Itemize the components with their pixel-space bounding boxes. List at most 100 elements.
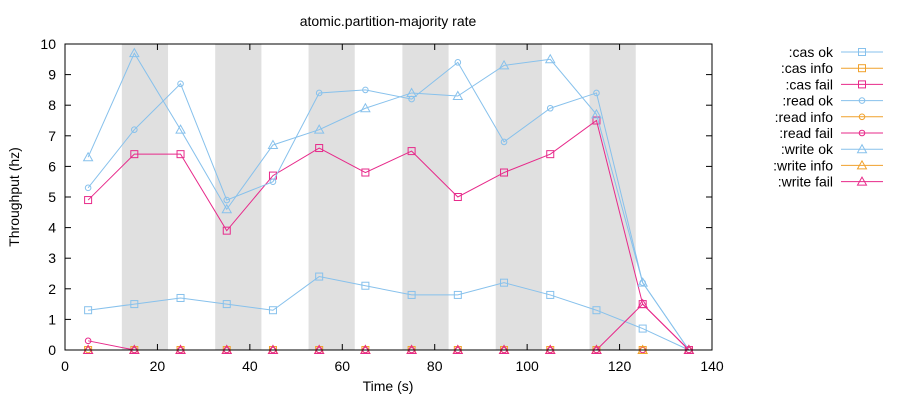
legend-marker xyxy=(856,159,868,170)
x-tick-label: 0 xyxy=(61,358,69,374)
data-point xyxy=(176,150,185,159)
data-point xyxy=(222,300,231,309)
data-point xyxy=(362,86,369,94)
data-point xyxy=(544,53,556,64)
legend-label: :write ok xyxy=(781,141,834,157)
legend-item: :read fail xyxy=(779,125,883,141)
data-point xyxy=(592,116,601,125)
shaded-interval-3 xyxy=(402,44,449,350)
legend: :cas ok:cas info:cas fail:read ok:read i… xyxy=(773,44,883,190)
data-point xyxy=(500,168,509,177)
data-point xyxy=(131,126,138,133)
data-point xyxy=(591,108,602,119)
data-point xyxy=(221,203,233,214)
y-tick-label: 7 xyxy=(48,128,56,144)
data-point xyxy=(454,59,462,66)
data-point xyxy=(84,196,93,205)
data-point xyxy=(592,306,601,315)
data-point xyxy=(500,138,508,146)
legend-label: :cas ok xyxy=(789,44,834,60)
y-tick-label: 1 xyxy=(48,311,56,327)
legend-item: :cas ok xyxy=(789,44,883,60)
data-point xyxy=(315,144,324,153)
x-tick-label: 120 xyxy=(608,358,632,374)
data-point xyxy=(315,89,323,97)
data-point xyxy=(130,150,139,159)
data-point xyxy=(407,147,416,156)
legend-marker xyxy=(858,48,866,56)
data-point xyxy=(407,290,416,299)
data-point xyxy=(222,226,231,235)
x-tick-label: 40 xyxy=(242,358,258,374)
legend-label: :cas fail xyxy=(786,76,833,92)
shaded-interval-2 xyxy=(308,44,355,350)
legend-item: :cas fail xyxy=(786,76,883,92)
legend-label: :write info xyxy=(773,157,833,173)
data-point xyxy=(84,306,93,315)
data-point xyxy=(313,124,325,134)
y-axis-label: Throughput (hz) xyxy=(6,147,22,247)
legend-item: :cas info xyxy=(781,60,883,76)
y-tick-label: 9 xyxy=(48,67,56,83)
legend-marker xyxy=(858,80,866,89)
series-line xyxy=(87,119,690,351)
legend-label: :read info xyxy=(775,109,834,125)
data-point xyxy=(500,278,509,287)
data-point xyxy=(268,306,277,315)
legend-marker xyxy=(856,143,868,154)
data-point xyxy=(361,168,370,177)
partition-shading xyxy=(121,44,636,350)
data-point xyxy=(269,178,277,185)
legend-marker xyxy=(858,129,866,137)
chart-title: atomic.partition-majority rate xyxy=(300,13,477,29)
x-axis-label: Time (s) xyxy=(363,378,414,394)
data-point xyxy=(176,293,185,302)
data-point xyxy=(452,90,464,101)
legend-marker xyxy=(858,97,866,104)
legend-marker xyxy=(856,176,868,186)
y-tick-label: 3 xyxy=(48,250,56,266)
y-tick-label: 5 xyxy=(48,189,56,205)
y-axis: 0 1 2 3 4 5 6 7 8 9 10 xyxy=(40,36,712,358)
legend-item: :read ok xyxy=(782,93,883,109)
y-tick-label: 10 xyxy=(40,36,56,52)
data-point xyxy=(453,290,462,299)
y-tick-label: 8 xyxy=(48,97,56,113)
data-point xyxy=(546,150,555,159)
data-point xyxy=(361,281,370,290)
data-point xyxy=(360,102,371,113)
data-point xyxy=(130,300,139,309)
x-tick-label: 60 xyxy=(334,358,350,374)
data-point xyxy=(84,337,92,345)
data-point xyxy=(175,124,186,134)
series-line xyxy=(88,276,690,351)
legend-item: :write info xyxy=(773,157,883,173)
data-point xyxy=(546,104,554,112)
data-point xyxy=(406,87,417,97)
data-point xyxy=(82,151,94,162)
data-point xyxy=(177,80,184,88)
legend-label: :read ok xyxy=(782,93,834,109)
data-point xyxy=(498,59,510,70)
data-point xyxy=(453,193,462,201)
shaded-interval-1 xyxy=(215,44,262,350)
data-point xyxy=(223,196,231,204)
legend-item: :write fail xyxy=(778,174,883,190)
data-point xyxy=(637,298,649,309)
legend-item: :write ok xyxy=(781,141,883,157)
legend-label: :cas info xyxy=(781,60,833,76)
y-tick-label: 0 xyxy=(48,342,56,358)
data-point xyxy=(637,277,649,287)
y-tick-label: 6 xyxy=(48,158,56,174)
data-point xyxy=(315,272,324,281)
data-point xyxy=(593,89,600,97)
y-tick-label: 2 xyxy=(48,281,56,297)
x-tick-label: 80 xyxy=(427,358,443,374)
data-point xyxy=(128,47,140,58)
x-tick-label: 140 xyxy=(700,358,724,374)
data-point xyxy=(638,324,647,333)
data-point xyxy=(546,290,555,299)
shaded-interval-0 xyxy=(121,44,169,350)
legend-label: :write fail xyxy=(778,174,833,190)
